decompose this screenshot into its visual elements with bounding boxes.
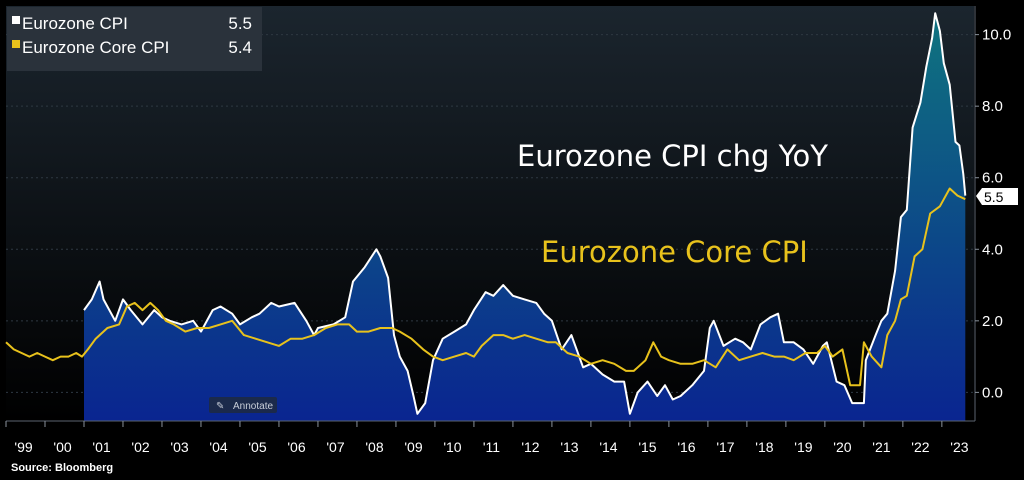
y-tick-label: 2.0 [982,313,1003,330]
legend: Eurozone CPI 5.5 Eurozone Core CPI 5.4 [7,7,262,71]
eurozone-core-cpi-line [5,187,966,387]
x-tick-label: '15 [638,439,656,455]
x-tick-label: '10 [443,439,461,455]
x-tick-label: '18 [755,439,773,455]
y-tick-label: 0.0 [982,384,1003,401]
x-tick-label: '21 [872,439,890,455]
pencil-icon: ✎ [216,401,224,412]
legend-value-cpi: 5.5 [228,14,252,33]
legend-value-core-cpi: 5.4 [228,38,252,57]
x-tick-label: '08 [365,439,383,455]
last-value-marker: 5.5 [976,188,1018,205]
y-tick-label: 8.0 [982,98,1003,115]
x-tick-label: '17 [716,439,734,455]
core-cpi-title-annotation: Eurozone Core CPI [541,235,808,269]
legend-swatch-cpi [12,16,20,24]
x-axis-ticks: '99 '00 '01 '02 '03 '04 '05 '06 '07 '08 '09 '10 '11 '… [5,421,969,455]
legend-label-cpi: Eurozone CPI [22,14,128,33]
x-tick-label: '00 [53,439,71,455]
x-tick-label: '05 [248,439,266,455]
annotate-button[interactable]: ✎ Annotate [209,397,277,413]
x-tick-label: '11 [483,439,500,455]
x-tick-label: '23 [950,439,968,455]
x-tick-label: '09 [404,439,422,455]
last-value-label: 5.5 [984,189,1004,205]
x-tick-label: '99 [14,439,32,455]
x-tick-label: '13 [560,439,578,455]
y-tick-label: 10.0 [982,27,1011,44]
annotate-label: Annotate [233,401,273,412]
x-tick-label: '16 [677,439,695,455]
x-tick-label: '19 [794,439,812,455]
source-note: Source: Bloomberg [11,462,113,474]
cpi-title-annotation: Eurozone CPI chg YoY [517,139,828,173]
y-axis-ticks: 0.0 2.0 4.0 6.0 8.0 10.0 [975,27,1011,401]
x-tick-label: '01 [92,439,110,455]
legend-swatch-core-cpi [12,40,20,48]
x-tick-label: '20 [833,439,851,455]
x-tick-label: '03 [170,439,188,455]
x-tick-label: '06 [287,439,305,455]
x-tick-label: '12 [521,439,539,455]
x-tick-label: '04 [209,439,227,455]
legend-label-core-cpi: Eurozone Core CPI [22,38,169,57]
x-tick-label: '07 [326,439,344,455]
y-tick-label: 4.0 [982,241,1003,258]
x-tick-label: '14 [599,439,617,455]
legend-box [7,7,262,71]
x-tick-label: '02 [131,439,149,455]
x-tick-label: '22 [911,439,929,455]
y-tick-label: 6.0 [982,170,1003,187]
